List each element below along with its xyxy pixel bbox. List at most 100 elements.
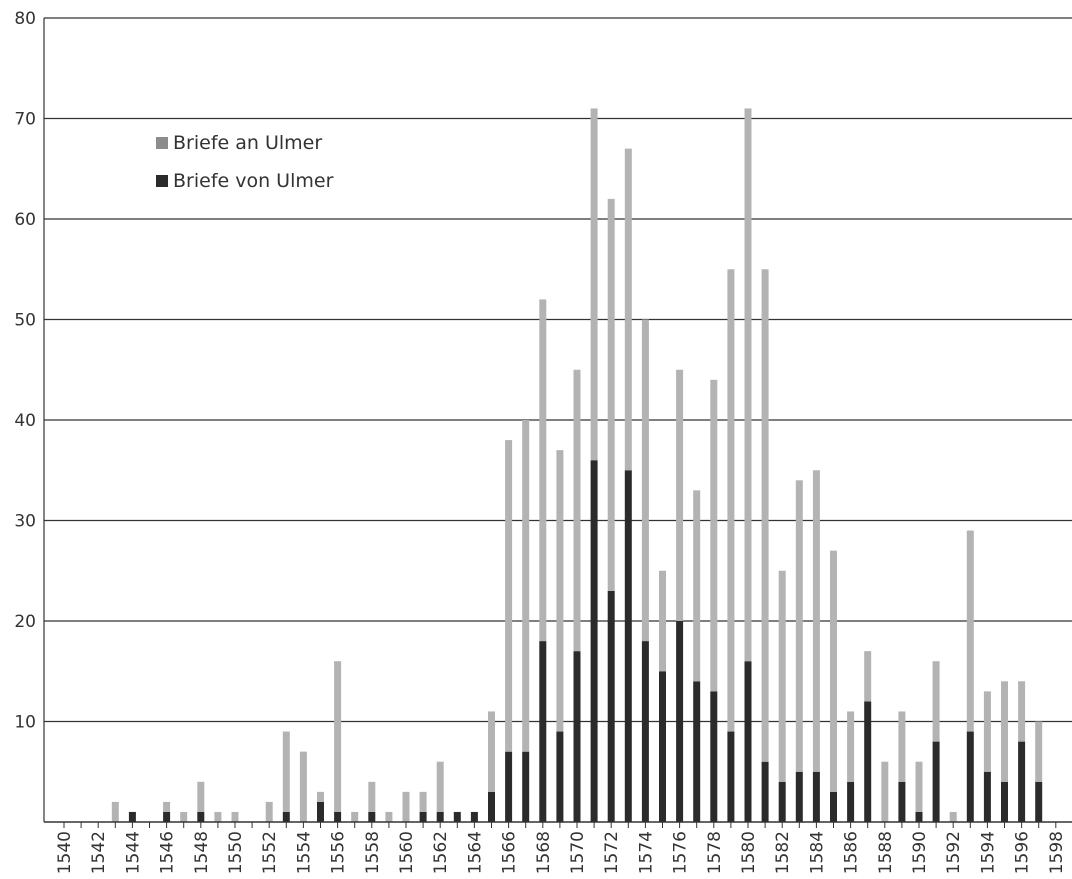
x-tick-label: 1540 bbox=[55, 831, 75, 874]
x-axis: 1540 1542 1544 1546 1548 1550 1552 1554 1556 1558… bbox=[44, 821, 1072, 874]
bar-briefe-von-ulmer bbox=[1018, 741, 1026, 822]
y-tick-label: 30 bbox=[14, 512, 36, 532]
bar-briefe-an-ulmer bbox=[180, 811, 188, 822]
bar-briefe-von-ulmer bbox=[847, 781, 855, 822]
bar-briefe-an-ulmer bbox=[830, 550, 837, 792]
bar-briefe-an-ulmer bbox=[864, 651, 872, 702]
bar-briefe-an-ulmer bbox=[847, 711, 855, 782]
bar-briefe-an-ulmer bbox=[607, 198, 615, 591]
x-tick-label: 1570 bbox=[568, 831, 588, 874]
bar-briefe-von-ulmer bbox=[334, 811, 342, 822]
bar-briefe-von-ulmer bbox=[727, 731, 735, 822]
x-tick-label: 1548 bbox=[192, 831, 212, 874]
x-tick-label: 1594 bbox=[978, 831, 998, 874]
bar-briefe-von-ulmer bbox=[368, 811, 376, 822]
bar-briefe-an-ulmer bbox=[915, 761, 923, 812]
bar-briefe-von-ulmer bbox=[659, 671, 666, 822]
x-tick-label: 1580 bbox=[739, 831, 759, 874]
x-tick-label: 1592 bbox=[944, 831, 964, 874]
bar-briefe-von-ulmer bbox=[1001, 781, 1008, 822]
bar-briefe-von-ulmer bbox=[419, 811, 427, 822]
x-tick-label: 1584 bbox=[807, 831, 827, 874]
bar-briefe-von-ulmer bbox=[778, 781, 786, 822]
y-tick-label: 20 bbox=[14, 612, 36, 632]
legend-label: Briefe an Ulmer bbox=[173, 132, 322, 154]
bar-briefe-an-ulmer bbox=[693, 490, 701, 682]
y-axis: 10 20 30 40 50 60 70 80 bbox=[14, 9, 45, 822]
bar-briefe-an-ulmer bbox=[983, 691, 991, 772]
x-tick-label: 1546 bbox=[158, 831, 178, 874]
y-tick-label: 40 bbox=[14, 411, 36, 431]
bar-briefe-von-ulmer bbox=[436, 811, 444, 822]
bar-briefe-von-ulmer bbox=[1035, 781, 1043, 822]
x-tick-label: 1566 bbox=[500, 831, 520, 874]
y-tick-label: 70 bbox=[14, 110, 36, 130]
bar-briefe-von-ulmer bbox=[539, 641, 547, 822]
bar-briefe-von-ulmer bbox=[932, 741, 940, 822]
legend-swatch bbox=[156, 137, 168, 149]
bar-briefe-an-ulmer bbox=[795, 480, 803, 772]
bar-briefe-an-ulmer bbox=[488, 711, 495, 792]
bar-briefe-an-ulmer bbox=[197, 781, 205, 812]
x-tick-label: 1574 bbox=[636, 831, 656, 874]
bar-briefe-an-ulmer bbox=[812, 470, 820, 772]
bar-briefe-von-ulmer bbox=[966, 731, 974, 822]
bar-briefe-von-ulmer bbox=[812, 771, 820, 822]
bar-briefe-an-ulmer bbox=[436, 761, 444, 812]
x-tick-label: 1552 bbox=[260, 831, 280, 874]
bar-briefe-von-ulmer bbox=[317, 801, 324, 822]
bar-briefe-von-ulmer bbox=[983, 771, 991, 822]
bar-briefe-von-ulmer bbox=[693, 681, 701, 822]
bar-briefe-von-ulmer bbox=[556, 731, 564, 822]
bar-briefe-an-ulmer bbox=[368, 781, 376, 812]
bar-briefe-von-ulmer bbox=[744, 661, 752, 822]
bar-briefe-von-ulmer bbox=[710, 691, 718, 822]
x-tick-label: 1578 bbox=[705, 831, 725, 874]
bar-briefe-an-ulmer bbox=[299, 751, 307, 822]
bar-briefe-an-ulmer bbox=[1001, 681, 1008, 782]
bar-briefe-an-ulmer bbox=[778, 570, 786, 782]
bar-briefe-an-ulmer bbox=[163, 801, 171, 812]
bar-briefe-von-ulmer bbox=[470, 811, 478, 822]
y-tick-label: 80 bbox=[14, 9, 36, 29]
bar-briefe-von-ulmer bbox=[282, 811, 290, 822]
bar-briefe-von-ulmer bbox=[573, 651, 581, 822]
y-tick-label: 50 bbox=[14, 311, 36, 331]
x-tick-label: 1588 bbox=[876, 831, 896, 874]
bar-briefe-an-ulmer bbox=[898, 711, 906, 782]
bar-briefe-von-ulmer bbox=[522, 751, 530, 822]
bar-briefe-an-ulmer bbox=[317, 791, 324, 802]
x-tick-label: 1542 bbox=[89, 831, 109, 874]
bar-briefe-an-ulmer bbox=[932, 661, 940, 742]
bar-briefe-an-ulmer bbox=[351, 811, 359, 822]
bar-briefe-von-ulmer bbox=[795, 771, 803, 822]
bar-briefe-von-ulmer bbox=[590, 460, 598, 822]
bar-briefe-von-ulmer bbox=[830, 791, 837, 822]
bar-briefe-an-ulmer bbox=[505, 440, 513, 752]
x-tick-label: 1576 bbox=[671, 831, 691, 874]
x-tick-label: 1562 bbox=[431, 831, 451, 874]
bar-briefe-an-ulmer bbox=[111, 801, 119, 822]
bar-briefe-an-ulmer bbox=[590, 108, 598, 461]
bar-briefe-an-ulmer bbox=[659, 570, 666, 672]
bar-briefe-an-ulmer bbox=[334, 661, 342, 812]
bar-briefe-an-ulmer bbox=[881, 761, 889, 822]
x-tick-label: 1558 bbox=[363, 831, 383, 874]
bar-briefe-von-ulmer bbox=[128, 811, 136, 822]
bar-briefe-an-ulmer bbox=[1035, 721, 1043, 782]
x-tick-label: 1596 bbox=[1013, 831, 1033, 874]
x-tick-label: 1560 bbox=[397, 831, 417, 874]
bar-briefe-von-ulmer bbox=[761, 761, 769, 822]
bar-briefe-von-ulmer bbox=[197, 811, 205, 822]
bar-briefe-an-ulmer bbox=[282, 731, 290, 812]
bar-briefe-an-ulmer bbox=[744, 108, 752, 662]
bar-briefe-an-ulmer bbox=[419, 791, 427, 812]
bar-briefe-an-ulmer bbox=[539, 299, 547, 642]
bar-briefe-an-ulmer bbox=[214, 811, 222, 822]
bar-briefe-von-ulmer bbox=[641, 641, 649, 822]
bar-briefe-an-ulmer bbox=[710, 379, 718, 692]
legend: Briefe an Ulmer Briefe von Ulmer bbox=[156, 132, 334, 192]
bars bbox=[111, 108, 1043, 822]
y-tick-label: 10 bbox=[14, 713, 36, 733]
